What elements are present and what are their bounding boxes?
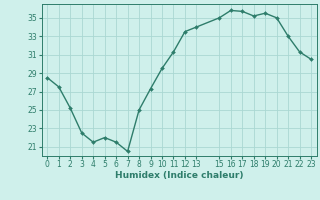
X-axis label: Humidex (Indice chaleur): Humidex (Indice chaleur) (115, 171, 244, 180)
